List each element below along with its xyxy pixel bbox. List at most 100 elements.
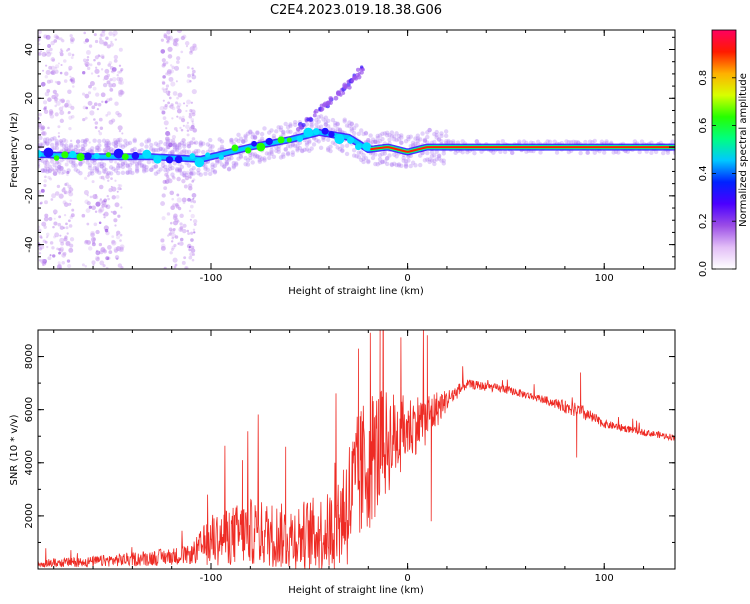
noise-speckle — [62, 200, 67, 205]
noise-speckle — [38, 225, 41, 229]
noise-speckle — [174, 263, 178, 267]
ridge-halo — [125, 163, 130, 168]
noise-speckle — [179, 222, 183, 226]
noise-speckle — [57, 135, 61, 138]
noise-speckle — [192, 228, 196, 231]
ridge-halo — [111, 166, 116, 172]
ridge-halo — [295, 148, 300, 153]
ridge-halo — [392, 137, 397, 142]
ridge-halo — [389, 162, 395, 168]
ridge-halo — [408, 163, 413, 169]
noise-speckle — [91, 205, 96, 211]
ridge-halo — [439, 131, 444, 136]
ridge-halo — [269, 128, 274, 133]
noise-speckle — [180, 149, 187, 156]
noise-speckle — [53, 96, 59, 102]
noise-speckle — [176, 197, 182, 203]
ridge-halo — [382, 131, 388, 136]
noise-speckle — [69, 139, 73, 143]
noise-speckle — [94, 121, 99, 125]
ridge-blob — [165, 156, 174, 164]
ridge-halo — [153, 141, 159, 146]
ridge-halo — [106, 140, 111, 146]
ridge-halo — [57, 164, 62, 170]
noise-speckle — [176, 115, 179, 118]
noise-speckle — [175, 203, 179, 207]
ridge-halo — [356, 131, 362, 137]
ridge-halo — [288, 144, 293, 149]
noise-speckle — [181, 115, 185, 119]
noise-speckle — [180, 128, 184, 132]
ridge-halo — [394, 131, 399, 136]
noise-speckle — [63, 139, 69, 144]
noise-speckle — [63, 202, 69, 207]
ridge-halo — [200, 141, 206, 146]
ridge-halo — [231, 163, 237, 169]
noise-speckle — [102, 249, 108, 254]
ridge-halo — [198, 141, 203, 146]
noise-speckle — [69, 202, 72, 206]
noise-speckle — [70, 213, 75, 218]
noise-speckle — [172, 228, 176, 231]
noise-speckle — [188, 248, 192, 252]
ridge-halo — [281, 154, 286, 159]
ridge-halo — [170, 172, 175, 177]
noise-speckle — [54, 142, 59, 147]
noise-speckle — [90, 72, 94, 75]
ridge-halo — [137, 160, 142, 165]
ridge-halo — [337, 128, 343, 133]
noise-speckle — [63, 147, 68, 152]
ridge-halo — [285, 151, 291, 157]
ridge-halo — [111, 141, 116, 146]
ridge-halo — [252, 152, 258, 157]
noise-speckle — [86, 58, 90, 62]
snr-frame — [37, 329, 676, 570]
ridge-halo — [366, 158, 371, 164]
ridge-halo — [410, 160, 416, 165]
ridge-halo — [403, 164, 409, 169]
noise-speckle — [168, 232, 172, 236]
ridge-halo — [460, 139, 465, 144]
ridge-halo — [158, 146, 163, 152]
noise-speckle — [69, 215, 74, 219]
ridge-halo — [198, 143, 203, 148]
ridge-halo — [380, 131, 385, 136]
ridge-halo — [257, 155, 262, 160]
ridge-halo — [66, 168, 71, 173]
noise-speckle — [186, 99, 192, 105]
ridge-halo — [248, 152, 253, 158]
noise-speckle — [49, 51, 53, 55]
noise-speckle — [86, 201, 91, 206]
noise-speckle — [38, 140, 41, 143]
noise-speckle — [183, 184, 188, 189]
noise-speckle — [84, 199, 89, 205]
ridge-halo — [104, 141, 109, 146]
noise-speckle — [117, 214, 121, 218]
ridge-halo — [59, 165, 64, 171]
ridge-blob — [296, 135, 304, 142]
noise-speckle — [120, 206, 123, 209]
ridge-halo — [325, 118, 331, 124]
ridge-halo — [351, 130, 357, 136]
ridge-halo — [165, 138, 170, 143]
ridge-halo — [382, 159, 388, 164]
noise-speckle — [116, 230, 121, 235]
ridge-halo — [335, 126, 340, 132]
ridge-halo — [401, 155, 406, 161]
noise-speckle — [58, 106, 64, 112]
ridge-halo — [252, 134, 258, 140]
ridge-halo — [75, 148, 81, 153]
noise-speckle — [189, 126, 194, 131]
ridge-halo — [153, 147, 159, 153]
noise-speckle — [66, 232, 69, 235]
ridge-halo — [78, 161, 83, 167]
noise-speckle — [44, 164, 48, 168]
x-tick-label: -100 — [200, 573, 223, 584]
noise-speckle — [107, 63, 112, 67]
ridge-blob — [277, 136, 285, 144]
ridge-halo — [116, 164, 121, 169]
ridge-halo — [47, 164, 52, 169]
noise-speckle — [65, 222, 68, 226]
ridge-halo — [255, 130, 260, 135]
ridge-halo — [165, 144, 170, 150]
